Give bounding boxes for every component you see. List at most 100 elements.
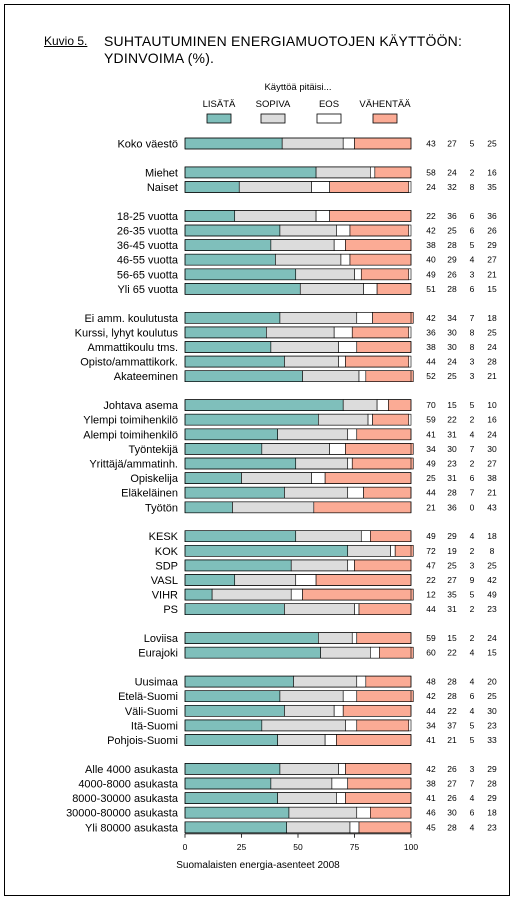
bar-segment <box>351 457 414 470</box>
bar-segment <box>295 530 362 543</box>
bar-segment <box>338 341 358 353</box>
bar-segment <box>333 239 346 251</box>
bar-segment <box>184 137 283 150</box>
data-label: 4 <box>470 677 475 687</box>
bar-segment <box>277 792 337 804</box>
bar-segment <box>318 413 369 426</box>
data-label: 42 <box>426 313 436 323</box>
data-label: 10 <box>487 400 497 410</box>
x-tick-label: 0 <box>183 842 188 852</box>
bar-frame <box>184 210 412 222</box>
category-label: Koko väestö <box>117 139 178 151</box>
bar-frame <box>184 486 412 499</box>
bar-frame <box>184 268 412 281</box>
category-label: Opisto/ammattikork. <box>80 357 178 369</box>
data-label: 16 <box>487 415 497 425</box>
bar-frame <box>184 675 412 688</box>
bar-frame <box>184 399 412 411</box>
data-label: 42 <box>426 764 436 774</box>
data-label: 22 <box>447 648 457 658</box>
data-label: 42 <box>487 575 497 585</box>
bar-frame <box>184 326 412 339</box>
bar-segment <box>302 588 414 601</box>
bar-segment <box>295 574 317 586</box>
data-label: 25 <box>447 226 457 236</box>
bar-frame <box>184 632 412 644</box>
data-label: 38 <box>426 240 436 250</box>
bar-segment <box>313 501 412 514</box>
data-label: 24 <box>447 357 457 367</box>
bar-segment <box>394 544 414 557</box>
data-label: 32 <box>447 182 457 192</box>
data-label: 29 <box>487 240 497 250</box>
category-label: KESK <box>149 531 179 543</box>
category-label: Yli 65 vuotta <box>117 284 178 296</box>
bar-segment <box>345 792 412 804</box>
bar-segment <box>379 646 414 659</box>
bar-segment <box>184 806 290 819</box>
data-label: 35 <box>447 590 457 600</box>
data-label: 23 <box>487 720 497 730</box>
bar-segment <box>299 283 364 295</box>
data-label: 36 <box>447 211 457 221</box>
legend-label-4: VÄHENTÄÄ <box>359 99 411 110</box>
data-label: 59 <box>426 633 436 643</box>
bar-segment <box>184 603 285 616</box>
bar-segment <box>388 399 412 411</box>
data-label: 38 <box>426 342 436 352</box>
data-label: 59 <box>426 415 436 425</box>
category-label: 4000-8000 asukasta <box>78 779 179 791</box>
data-label: 44 <box>426 706 436 716</box>
data-label: 12 <box>426 590 436 600</box>
data-label: 15 <box>447 633 457 643</box>
bar-segment <box>347 559 355 572</box>
data-label: 3 <box>470 764 475 774</box>
bar-frame <box>184 166 412 179</box>
bar-segment <box>329 210 412 222</box>
data-label: 21 <box>487 269 497 279</box>
category-label: 18-25 vuotta <box>117 211 179 223</box>
data-label: 27 <box>487 459 497 469</box>
data-label: 31 <box>447 473 457 483</box>
data-label: 26 <box>447 793 457 803</box>
bar-segment <box>288 806 358 819</box>
bar-segment <box>279 763 339 775</box>
category-label: PS <box>163 604 178 616</box>
data-label: 49 <box>426 269 436 279</box>
bar-segment <box>370 646 380 659</box>
data-label: 38 <box>426 779 436 789</box>
data-label: 30 <box>487 706 497 716</box>
category-label: Yrittäjä/ammatinh. <box>89 459 178 471</box>
data-label: 30 <box>447 808 457 818</box>
bar-segment <box>351 326 410 339</box>
category-label: Etelä-Suomi <box>118 691 178 703</box>
bar-frame <box>184 137 412 150</box>
category-label: 30000-80000 asukasta <box>66 808 179 820</box>
data-label: 28 <box>487 779 497 789</box>
category-label: Loviisa <box>144 633 179 645</box>
bar-segment <box>241 472 312 484</box>
bar-segment <box>363 283 378 295</box>
bar-segment <box>347 457 353 470</box>
bar-frame <box>184 690 412 703</box>
bar-segment <box>184 486 285 499</box>
bar-frame <box>184 806 412 819</box>
category-label: Ammattikoulu tms. <box>88 342 178 354</box>
bar-segment <box>336 224 351 237</box>
bar-segment <box>351 632 358 644</box>
data-label: 33 <box>487 735 497 745</box>
bar-segment <box>354 559 412 572</box>
data-label: 5 <box>470 139 475 149</box>
category-label: Ylempi toimihenkilö <box>83 415 178 427</box>
data-label: 28 <box>487 357 497 367</box>
bar-segment <box>261 443 330 455</box>
data-label: 25 <box>487 139 497 149</box>
bar-segment <box>184 675 294 688</box>
data-label: 29 <box>487 764 497 774</box>
data-label: 3 <box>470 357 475 367</box>
bar-frame <box>184 792 412 804</box>
data-label: 27 <box>487 255 497 265</box>
bar-segment <box>340 253 351 266</box>
bar-segment <box>356 719 410 732</box>
